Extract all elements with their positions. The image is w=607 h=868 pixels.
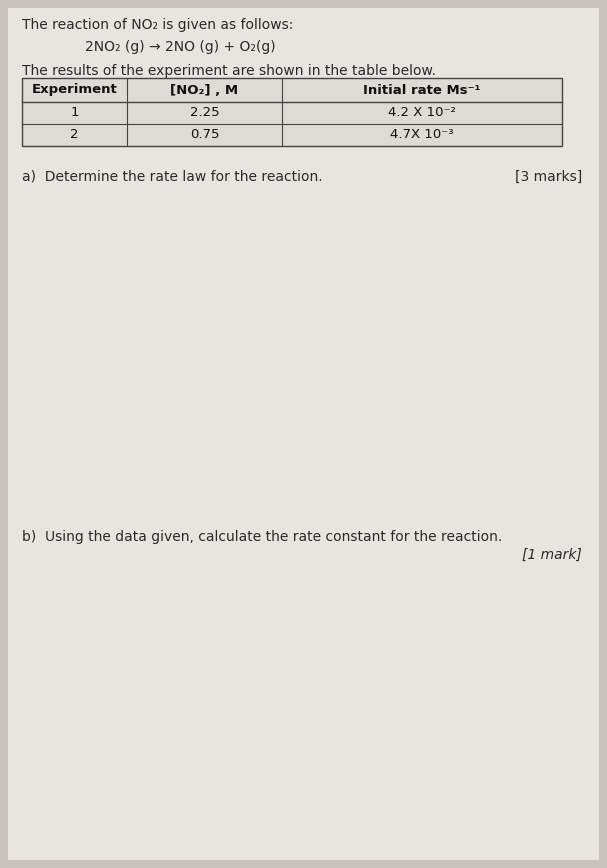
Text: 2.25: 2.25 bbox=[189, 107, 219, 120]
Text: The results of the experiment are shown in the table below.: The results of the experiment are shown … bbox=[22, 64, 436, 78]
Text: [3 marks]: [3 marks] bbox=[515, 170, 582, 184]
Text: Initial rate Ms⁻¹: Initial rate Ms⁻¹ bbox=[363, 83, 481, 96]
Text: 1: 1 bbox=[70, 107, 79, 120]
Text: 2: 2 bbox=[70, 128, 79, 141]
Text: [NO₂] , M: [NO₂] , M bbox=[171, 83, 239, 96]
Text: 4.7X 10⁻³: 4.7X 10⁻³ bbox=[390, 128, 454, 141]
Text: a)  Determine the rate law for the reaction.: a) Determine the rate law for the reacti… bbox=[22, 170, 323, 184]
Text: 4.2 X 10⁻²: 4.2 X 10⁻² bbox=[388, 107, 456, 120]
Text: The reaction of NO₂ is given as follows:: The reaction of NO₂ is given as follows: bbox=[22, 18, 293, 32]
Bar bbox=[22, 78, 562, 146]
Text: 0.75: 0.75 bbox=[190, 128, 219, 141]
Text: 2NO₂ (g) → 2NO (g) + O₂(g): 2NO₂ (g) → 2NO (g) + O₂(g) bbox=[85, 40, 276, 54]
Text: [1 mark]: [1 mark] bbox=[522, 548, 582, 562]
Text: b)  Using the data given, calculate the rate constant for the reaction.: b) Using the data given, calculate the r… bbox=[22, 530, 502, 544]
Text: Experiment: Experiment bbox=[32, 83, 117, 96]
